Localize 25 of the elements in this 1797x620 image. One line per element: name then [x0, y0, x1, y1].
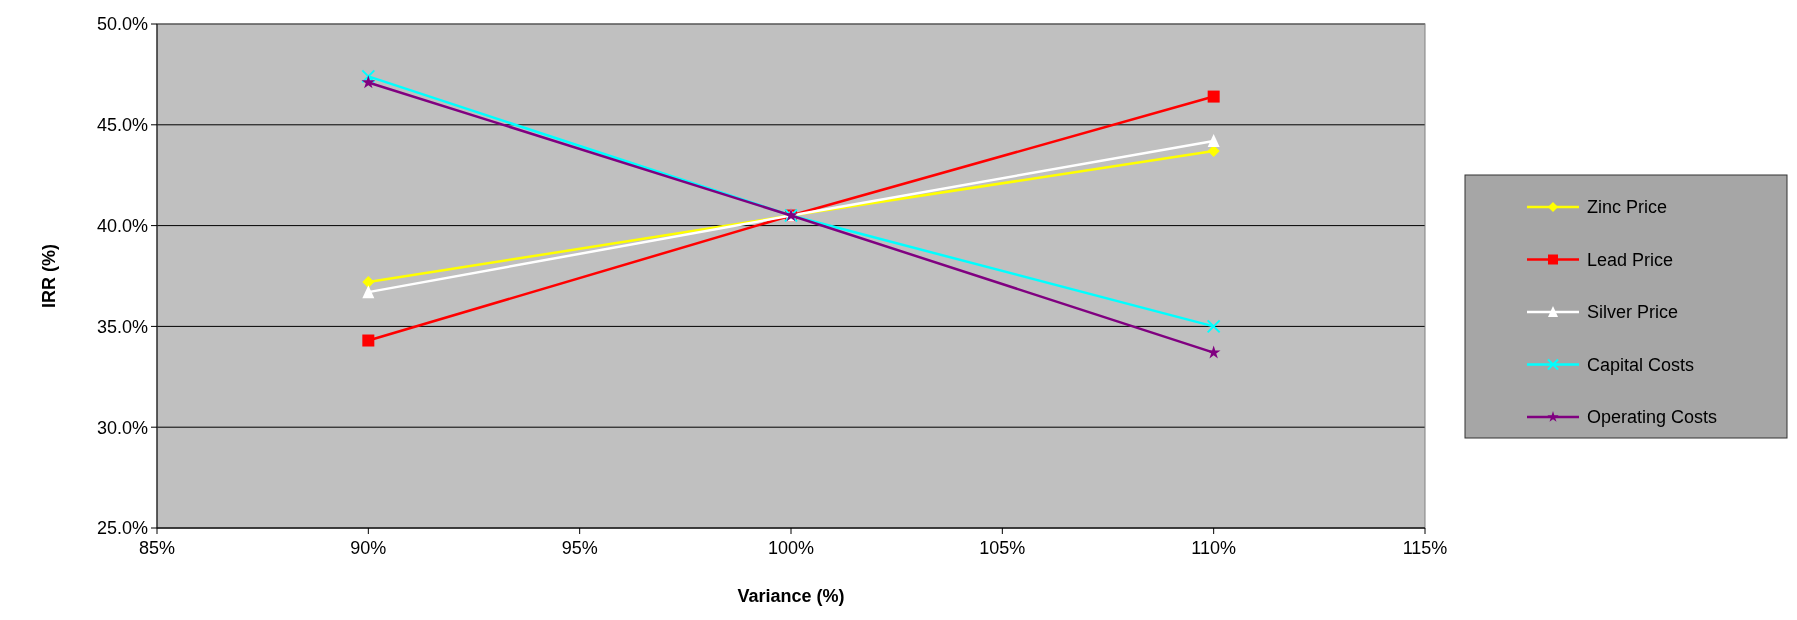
- point: [361, 69, 376, 84]
- x-tick-label: 115%: [1402, 538, 1448, 558]
- y-tick-label: 50.0%: [96, 14, 148, 35]
- x-axis-title: Variance (%): [737, 586, 845, 606]
- x-tick-label: 95%: [561, 538, 598, 558]
- y-tick-label: 40.0%: [96, 215, 148, 236]
- point: [361, 75, 376, 89]
- x-tick-label: 100%: [767, 538, 815, 558]
- point: [362, 334, 375, 347]
- x-tick-label: 85%: [138, 538, 176, 558]
- point: [1207, 90, 1220, 103]
- y-tick-label: 25.0%: [96, 518, 148, 539]
- y-axis-title: IRR (%): [39, 244, 59, 308]
- legend-label: Lead Price: [1587, 249, 1674, 270]
- y-tick-label: 45.0%: [96, 115, 148, 136]
- legend-label: Silver Price: [1587, 302, 1679, 323]
- x-tick-label: 90%: [350, 538, 387, 558]
- y-tick-label: 30.0%: [96, 417, 148, 438]
- point: [1206, 319, 1221, 334]
- legend-label: Zinc Price: [1587, 197, 1668, 218]
- x-tick-label: 110%: [1191, 538, 1237, 558]
- legend-label: Operating Costs: [1587, 407, 1718, 428]
- legend-label: Capital Costs: [1587, 354, 1695, 375]
- x-tick-label: 105%: [979, 538, 1026, 558]
- y-tick-label: 35.0%: [96, 316, 148, 337]
